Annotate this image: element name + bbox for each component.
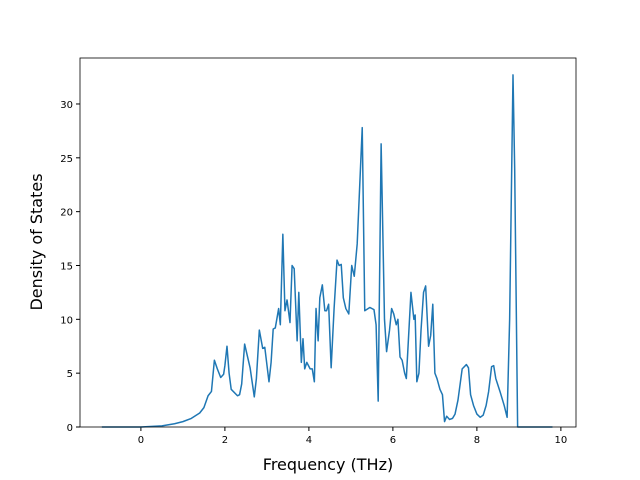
x-tick-label: 8 (474, 435, 480, 446)
y-tick-label: 15 (60, 261, 73, 272)
y-axis-label: Density of States (27, 173, 46, 310)
x-tick-label: 0 (138, 435, 144, 446)
x-tick-label: 2 (222, 435, 228, 446)
y-tick-label: 0 (67, 423, 73, 434)
plot-frame (79, 57, 577, 428)
y-tick-label: 5 (67, 369, 73, 380)
line (101, 74, 553, 428)
y-tick-label: 30 (60, 100, 73, 111)
x-tick-label: 10 (555, 435, 568, 446)
y-tick-label: 25 (60, 154, 73, 165)
y-tick-label: 20 (60, 208, 73, 219)
x-tick-label: 4 (306, 435, 312, 446)
x-axis-label: Frequency (THz) (263, 455, 393, 474)
y-tick-label: 10 (60, 315, 73, 326)
x-tick-label: 6 (390, 435, 396, 446)
